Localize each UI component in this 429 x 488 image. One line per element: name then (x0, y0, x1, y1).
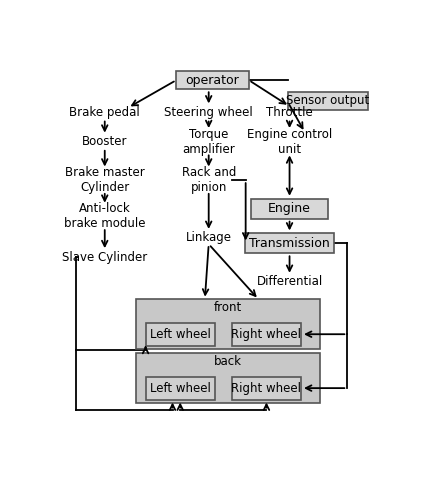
Text: Left wheel: Left wheel (150, 328, 211, 341)
FancyBboxPatch shape (287, 92, 369, 110)
Text: Rack and
pinion: Rack and pinion (181, 166, 236, 194)
Text: Slave Cylinder: Slave Cylinder (62, 251, 148, 264)
FancyBboxPatch shape (145, 377, 215, 400)
FancyBboxPatch shape (145, 323, 215, 346)
Text: Right wheel: Right wheel (232, 328, 302, 341)
Text: Throttle: Throttle (266, 106, 313, 119)
Text: Anti-lock
brake module: Anti-lock brake module (64, 203, 145, 230)
Text: Engine: Engine (268, 202, 311, 215)
Text: Right wheel: Right wheel (232, 382, 302, 395)
FancyBboxPatch shape (251, 199, 328, 219)
FancyBboxPatch shape (136, 353, 320, 403)
Text: Torque
amplifier: Torque amplifier (182, 128, 235, 156)
Text: Brake pedal: Brake pedal (69, 106, 140, 119)
Text: front: front (214, 301, 242, 314)
FancyBboxPatch shape (176, 71, 249, 89)
Text: Transmission: Transmission (249, 237, 330, 250)
FancyBboxPatch shape (245, 233, 334, 253)
Text: Brake master
Cylinder: Brake master Cylinder (65, 166, 145, 194)
Text: Booster: Booster (82, 135, 127, 148)
Text: Steering wheel: Steering wheel (164, 106, 253, 119)
Text: Linkage: Linkage (186, 231, 232, 244)
Text: Sensor output: Sensor output (287, 94, 370, 107)
FancyBboxPatch shape (232, 377, 301, 400)
FancyBboxPatch shape (136, 299, 320, 349)
Text: Left wheel: Left wheel (150, 382, 211, 395)
Text: operator: operator (186, 74, 239, 87)
Text: back: back (214, 355, 242, 367)
FancyBboxPatch shape (232, 323, 301, 346)
Text: Engine control
unit: Engine control unit (247, 128, 332, 156)
Text: Differential: Differential (257, 275, 323, 288)
